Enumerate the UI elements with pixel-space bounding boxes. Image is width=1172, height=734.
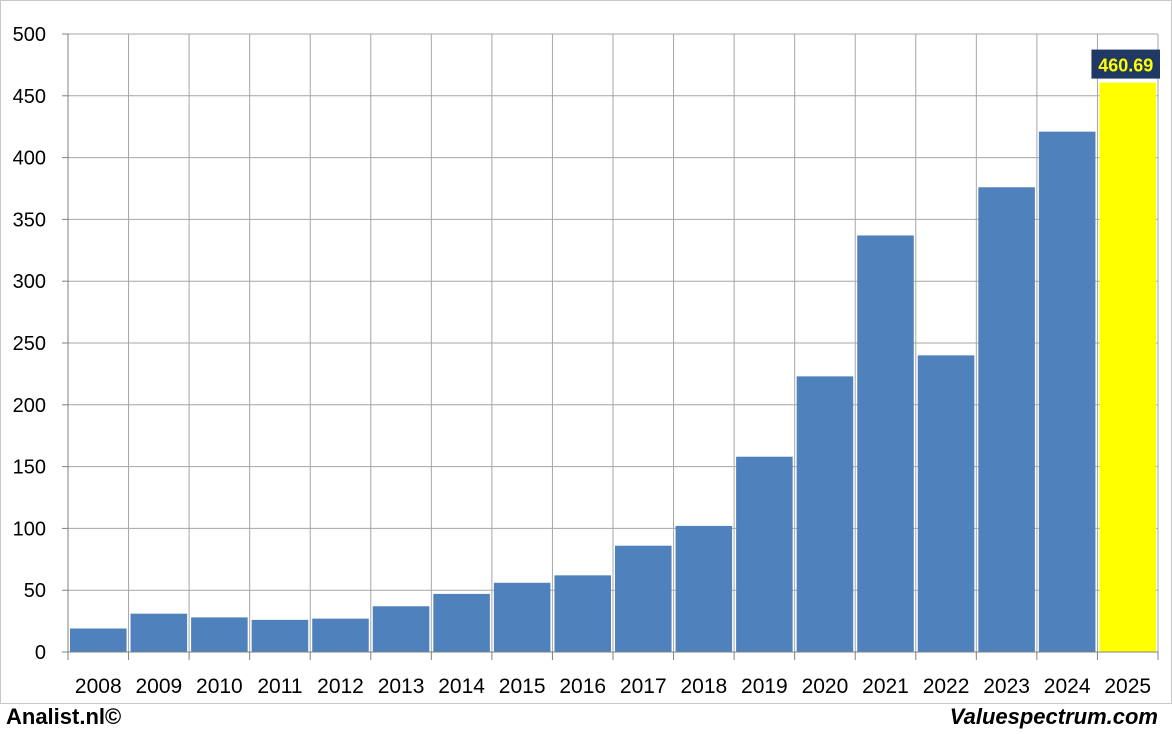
axes — [62, 33, 1159, 660]
bar-2009 — [130, 613, 188, 652]
x-tick-label: 2011 — [257, 675, 302, 698]
x-tick-label: 2020 — [802, 675, 849, 698]
bar-2013 — [372, 606, 430, 652]
y-tick-label: 500 — [13, 24, 46, 46]
x-tick-label: 2015 — [499, 675, 546, 698]
x-tick-label: 2022 — [923, 675, 970, 698]
bar-2015 — [493, 582, 551, 652]
bar-2021 — [857, 235, 914, 652]
y-tick-label: 0 — [35, 642, 46, 664]
highlight-label-box — [1091, 49, 1160, 79]
y-tick-label: 450 — [13, 86, 46, 108]
x-tick-label: 2019 — [741, 675, 788, 698]
x-tick-label: 2016 — [559, 675, 606, 698]
bar-2024 — [1038, 131, 1096, 653]
y-tick-label: 400 — [13, 148, 46, 170]
bar-2025 — [1099, 82, 1156, 652]
y-tick-label: 200 — [13, 395, 46, 417]
x-tick-label: 2021 — [862, 675, 909, 698]
bar-2012 — [312, 618, 369, 652]
y-tick-label: 50 — [24, 580, 46, 602]
x-tick-label: 2025 — [1104, 675, 1151, 698]
bar-2018 — [675, 525, 733, 652]
bar-2014 — [433, 593, 490, 652]
footer-left-brand: Analist.nl© — [6, 704, 122, 729]
bar-2022 — [917, 355, 975, 652]
bar-2010 — [191, 617, 248, 652]
highlight-label-text: 460.69 — [1098, 56, 1153, 76]
bar-2019 — [736, 456, 793, 652]
footer-right-brand: Valuespectrum.com — [949, 704, 1158, 729]
bar-2008 — [70, 628, 127, 652]
bar-2023 — [978, 187, 1035, 652]
x-tick-label: 2014 — [438, 675, 485, 698]
y-tick-label: 150 — [13, 457, 46, 479]
x-tick-label: 2024 — [1044, 675, 1091, 698]
highlight-value-label: 460.69 — [1091, 49, 1160, 79]
y-tick-label: 350 — [13, 209, 46, 231]
x-tick-label: 2008 — [75, 675, 122, 698]
bar-2011 — [251, 619, 309, 652]
x-tick-label: 2018 — [680, 675, 727, 698]
y-tick-label: 300 — [13, 271, 46, 293]
bars — [70, 82, 1156, 653]
bar-2017 — [615, 545, 672, 652]
x-tick-label: 2010 — [196, 675, 243, 698]
x-tick-label: 2023 — [983, 675, 1030, 698]
x-tick-label: 2013 — [378, 675, 425, 698]
x-tick-label: 2017 — [620, 675, 667, 698]
x-tick-label: 2012 — [317, 675, 364, 698]
y-tick-label: 250 — [13, 333, 46, 355]
x-axis-ticks: 2008 2009 2010 2011 2012 2013 2014 2015 2016 2017… — [75, 675, 1151, 698]
bar-2020 — [796, 376, 854, 652]
y-axis-ticks: 0 50 100 150 200 250 300 350 400 450 500 — [13, 24, 46, 664]
y-tick-label: 100 — [13, 518, 46, 540]
x-tick-label: 2009 — [135, 675, 182, 698]
bar-2016 — [554, 575, 611, 652]
